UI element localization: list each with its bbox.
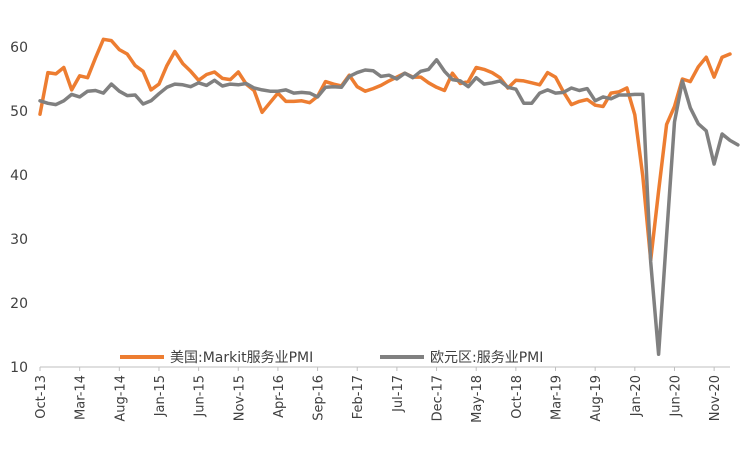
y-tick-label: 20 xyxy=(10,296,28,312)
legend-label-0: 美国:Markit服务业PMI xyxy=(170,350,313,366)
y-tick-label: 40 xyxy=(10,168,28,184)
x-tick-label: Jan-20 xyxy=(629,375,644,417)
x-axis: Oct-13 Mar-14 Aug-14 Jan-15 Jun-15 Nov-15 Apr-… xyxy=(34,366,730,423)
series-layer xyxy=(38,37,740,356)
legend-label-1: 欧元区:服务业PMI xyxy=(430,350,543,366)
x-tick-label: Jun-20 xyxy=(668,375,683,418)
x-tick-label: Jul-17 xyxy=(391,375,406,413)
y-tick-label: 60 xyxy=(10,40,28,56)
x-tick-label: Apr-16 xyxy=(272,375,287,418)
x-tick-label: Dec-17 xyxy=(431,375,446,421)
series-line-1 xyxy=(38,58,740,356)
y-tick-label: 10 xyxy=(10,360,28,376)
x-tick-label: May-18 xyxy=(470,375,485,423)
x-tick-label: Jun-15 xyxy=(193,375,208,418)
x-tick-label: Nov-15 xyxy=(232,375,247,421)
series-line-0 xyxy=(38,37,732,262)
legend: 美国:Markit服务业PMI 欧元区:服务业PMI xyxy=(120,350,543,366)
x-tick-label: Mar-14 xyxy=(74,375,89,420)
x-tick-label: Oct-13 xyxy=(34,375,49,419)
x-tick-label: Jan-15 xyxy=(153,375,168,417)
y-tick-label: 50 xyxy=(10,104,28,120)
x-tick-label: Sep-16 xyxy=(312,375,327,421)
x-tick-label: Nov-20 xyxy=(708,375,723,421)
x-tick-label: Feb-17 xyxy=(351,375,366,419)
x-tick-label: Aug-19 xyxy=(589,375,604,422)
y-axis-tick-labels: 10 20 30 40 50 60 xyxy=(10,40,28,376)
y-tick-label: 30 xyxy=(10,232,28,248)
x-tick-label: Mar-19 xyxy=(550,375,565,420)
x-tick-label: Oct-18 xyxy=(510,375,525,419)
x-tick-label: Aug-14 xyxy=(113,375,128,422)
